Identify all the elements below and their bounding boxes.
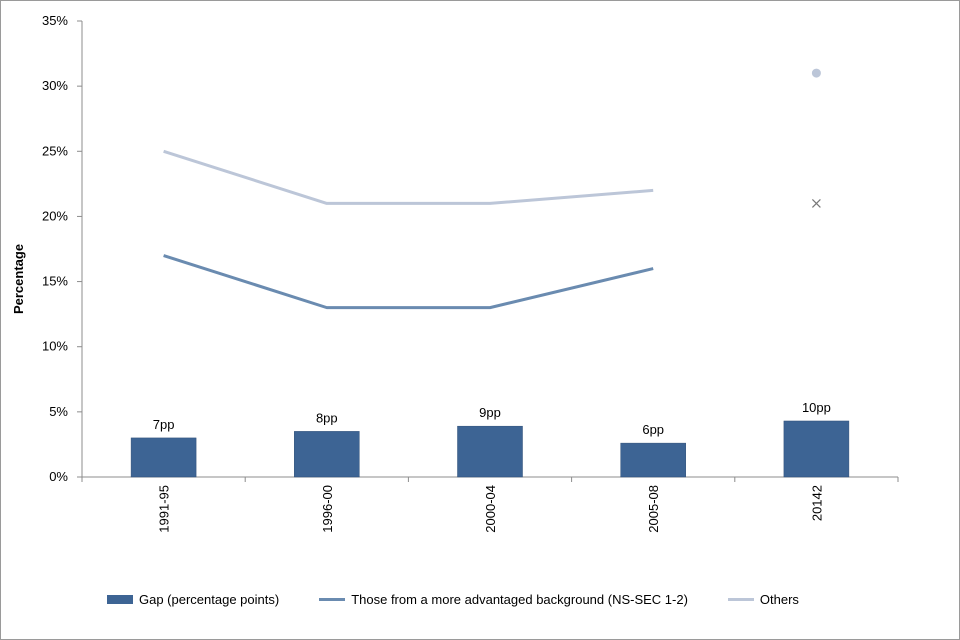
others-2014-marker — [811, 68, 821, 78]
y-tick-label: 25% — [42, 143, 68, 158]
legend-swatch — [319, 598, 346, 601]
legend-item-advantaged: Those from a more advantaged background … — [319, 592, 688, 607]
bar-data-label: 8pp — [316, 410, 338, 425]
x-tick-label: 20142 — [809, 485, 824, 521]
y-tick-label: 15% — [42, 274, 68, 289]
y-tick-label: 30% — [42, 78, 68, 93]
legend-swatch — [107, 595, 133, 604]
x-tick-label: 2005-08 — [646, 485, 661, 533]
bar-data-label: 9pp — [479, 405, 501, 420]
legend-item-gap: Gap (percentage points) — [107, 592, 279, 607]
x-tick-label: 1991-95 — [157, 485, 172, 533]
y-tick-label: 35% — [42, 13, 68, 28]
y-tick-label: 5% — [49, 404, 68, 419]
bar-data-label: 7pp — [153, 417, 175, 432]
gap-bar — [294, 431, 360, 478]
y-tick-label: 0% — [49, 469, 68, 484]
legend-item-others: Others — [727, 592, 799, 607]
legend-label: Others — [759, 592, 799, 607]
y-tick-label: 10% — [42, 339, 68, 354]
x-tick-label: 1996-00 — [320, 485, 335, 533]
gap-bar — [457, 425, 523, 478]
legend-label: Gap (percentage points) — [139, 592, 280, 607]
x-tick-label: 2000-04 — [483, 485, 498, 533]
bar-data-label: 6pp — [642, 422, 664, 437]
advantaged-series-line — [163, 254, 654, 310]
gap-bar — [130, 437, 197, 478]
legend-label: Those from a more advantaged background … — [351, 592, 688, 607]
bar-data-label: 10pp — [802, 400, 831, 415]
legend-swatch — [727, 598, 754, 601]
y-axis-title: Percentage — [11, 244, 26, 314]
gap-bar — [620, 442, 686, 478]
legend: Gap (percentage points) Those from a more… — [107, 592, 839, 607]
gap-bar — [783, 420, 850, 478]
advantaged-2014-marker — [811, 198, 821, 208]
y-tick-label: 20% — [42, 208, 68, 223]
others-series-line — [163, 149, 654, 205]
